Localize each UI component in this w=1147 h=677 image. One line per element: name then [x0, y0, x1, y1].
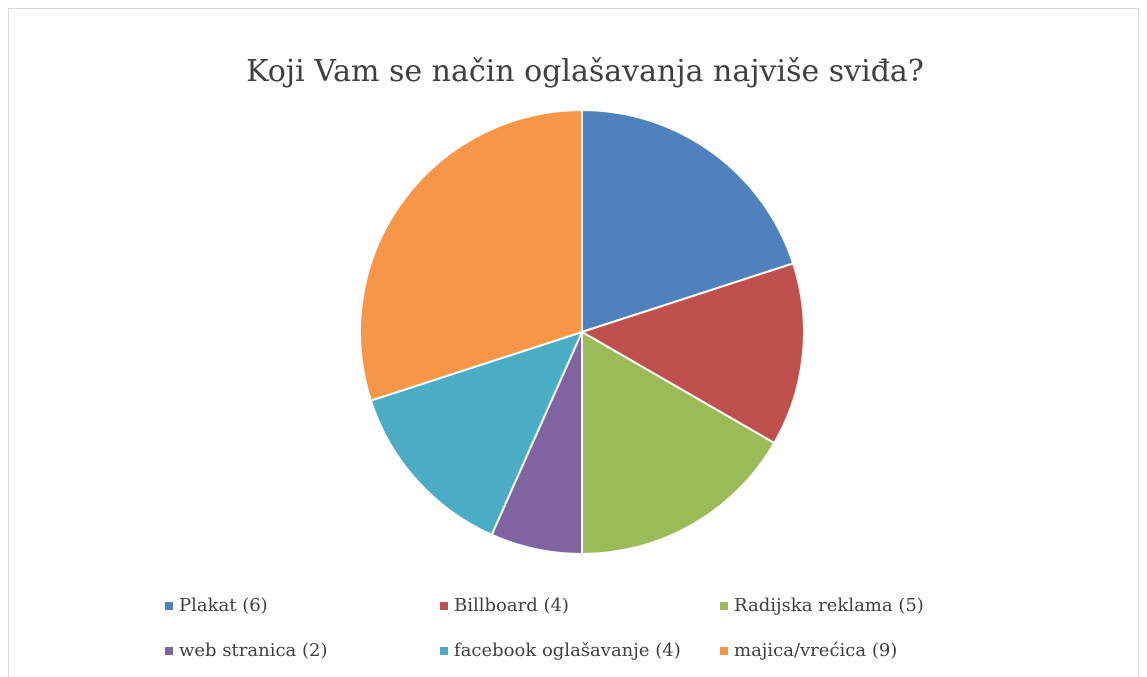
legend-label: facebook oglašavanje (4) — [454, 640, 681, 661]
legend-swatch — [720, 647, 728, 655]
legend-label: Plakat (6) — [179, 595, 268, 616]
legend-label: Radijska reklama (5) — [734, 595, 924, 616]
pie-slice — [579, 262, 805, 445]
pie-slice — [359, 108, 583, 402]
chart-title: Koji Vam se način oglašavanja najviše sv… — [246, 54, 924, 89]
legend-label: web stranica (2) — [179, 640, 328, 661]
legend-label: majica/vrećica (9) — [734, 640, 897, 661]
legend-label: Billboard (4) — [454, 595, 569, 616]
legend-swatch — [165, 602, 173, 610]
pie-slice — [369, 330, 584, 537]
legend-swatch — [440, 647, 448, 655]
pie-slice — [581, 108, 795, 334]
pie-slice — [581, 330, 776, 556]
legend-swatch — [440, 602, 448, 610]
legend-swatch — [720, 602, 728, 610]
legend-swatch — [165, 647, 173, 655]
